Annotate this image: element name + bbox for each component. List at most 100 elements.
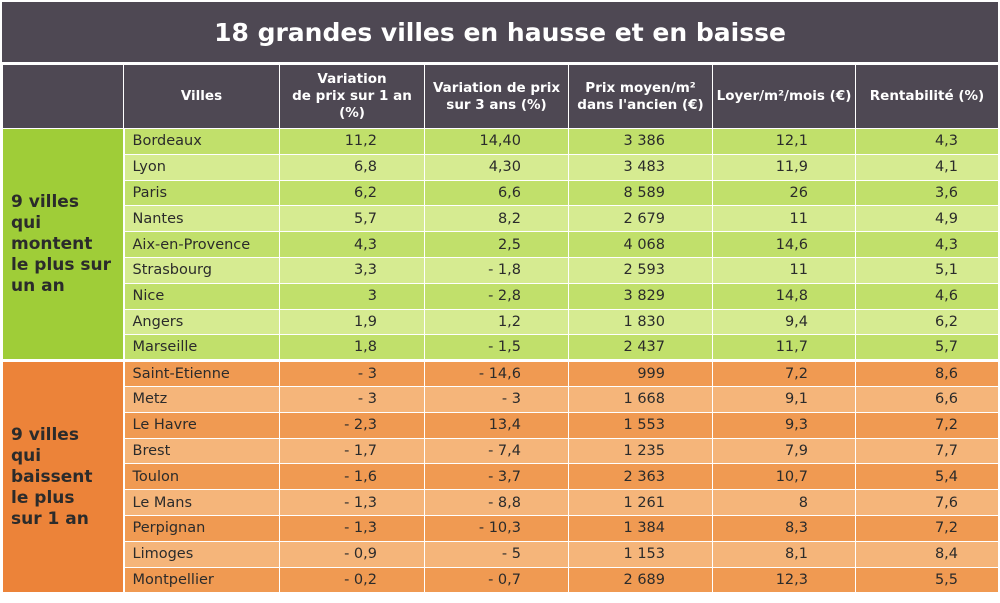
cell-loyer: 11,7 xyxy=(712,334,856,362)
cell-prix-moyen: 2 593 xyxy=(568,256,713,284)
group-label-line: 9 villes xyxy=(11,424,79,445)
cell-variation-1an: - 1,6 xyxy=(279,463,425,491)
cell-variation-1an: - 1,3 xyxy=(279,489,425,516)
group-label-line: un an xyxy=(11,275,65,296)
cell-loyer: 11 xyxy=(712,256,856,284)
cell-rentabilite: 4,9 xyxy=(855,205,999,233)
cell-loyer: 8 xyxy=(712,489,856,516)
cell-rentabilite: 5,5 xyxy=(855,566,999,594)
group-label-line: le plus sur xyxy=(11,254,112,275)
cell-rentabilite: 7,6 xyxy=(855,489,999,516)
cell-prix-moyen: 1 668 xyxy=(568,385,713,413)
cell-variation-1an: - 1,3 xyxy=(279,514,425,542)
cell-prix-moyen: 4 068 xyxy=(568,231,713,258)
cell-prix-moyen: 1 553 xyxy=(568,411,713,439)
table-row: Perpignan - 1,3- 10,3 1 384 8,3 7,2 xyxy=(3,514,999,542)
header-villes: Villes xyxy=(123,64,280,129)
table-row: 9 villes qui montent le plus sur un an Borde… xyxy=(2,127,999,362)
cell-variation-1an: 3,3 xyxy=(279,256,425,284)
cell-variation-1an: - 3 xyxy=(279,359,425,387)
table-row: Marseille 1,8- 1,5 2 437 11,7 5,7 xyxy=(3,334,999,362)
cell-ville: Aix-en-Provence xyxy=(123,231,280,258)
cell-ville: Toulon xyxy=(123,463,280,491)
cell-loyer: 7,9 xyxy=(712,437,856,465)
cell-variation-1an: 1,9 xyxy=(279,308,425,336)
cell-prix-moyen: 3 386 xyxy=(568,128,713,155)
cell-ville: Montpellier xyxy=(123,566,280,594)
cell-prix-moyen: 3 483 xyxy=(568,153,713,181)
cell-variation-3ans: - 1,5 xyxy=(424,334,569,362)
cell-variation-3ans: - 8,8 xyxy=(424,489,569,516)
cell-variation-3ans: - 1,8 xyxy=(424,256,569,284)
table-row: Montpellier - 0,2- 0,7 2 689 12,3 5,5 xyxy=(3,566,999,594)
cell-prix-moyen: 1 830 xyxy=(568,308,713,336)
cell-rentabilite: 8,6 xyxy=(855,359,999,387)
cities-table: Villes Variation de prix sur 1 an (%) Va… xyxy=(2,64,999,594)
header-rentabilite: Rentabilité (%) xyxy=(855,64,999,129)
cell-ville: Lyon xyxy=(123,153,280,181)
group-label-line: qui montent xyxy=(11,212,93,254)
group-label-line: qui baissent xyxy=(11,445,93,487)
cell-prix-moyen: 2 437 xyxy=(568,334,713,362)
cell-ville: Limoges xyxy=(123,540,280,568)
cell-variation-1an: - 0,9 xyxy=(279,540,425,568)
cell-loyer: 14,6 xyxy=(712,231,856,258)
cell-prix-moyen: 1 261 xyxy=(568,489,713,516)
table-row: Nantes 5,7 8,2 2 679 11 4,9 xyxy=(3,205,999,233)
header-variation-1an-line1: Variation xyxy=(317,71,387,87)
cell-ville: Bordeaux xyxy=(123,128,280,155)
cell-rentabilite: 5,7 xyxy=(855,334,999,362)
cell-variation-3ans: - 7,4 xyxy=(424,437,569,465)
cell-variation-3ans: - 0,7 xyxy=(424,566,569,594)
table-row: Nice 3- 2,8 3 829 14,8 4,6 xyxy=(3,282,999,310)
header-loyer: Loyer/m²/mois (€) xyxy=(712,64,856,129)
cell-variation-1an: - 1,7 xyxy=(279,437,425,465)
table-row: Brest - 1,7- 7,4 1 235 7,9 7,7 xyxy=(3,437,999,465)
table-title: 18 grandes villes en hausse et en baisse xyxy=(2,2,998,64)
cell-variation-1an: - 2,3 xyxy=(279,411,425,439)
header-row: Villes Variation de prix sur 1 an (%) Va… xyxy=(2,64,999,129)
header-variation-3ans: Variation de prix sur 3 ans (%) xyxy=(424,64,569,129)
cell-variation-3ans: 13,4 xyxy=(424,411,569,439)
table-row: Aix-en-Provence 4,3 2,5 4 068 14,6 4,3 xyxy=(3,231,999,258)
table-row: Strasbourg 3,3- 1,8 2 593 11 5,1 xyxy=(3,256,999,284)
table-body: 9 villes qui montent le plus sur un an Borde… xyxy=(2,127,999,594)
cell-variation-1an: 11,2 xyxy=(279,128,425,155)
cell-variation-3ans: - 3,7 xyxy=(424,463,569,491)
cell-ville: Paris xyxy=(123,179,280,207)
cell-prix-moyen: 1 384 xyxy=(568,514,713,542)
cell-ville: Le Mans xyxy=(123,489,280,516)
cell-loyer: 7,2 xyxy=(712,359,856,387)
table-row: Le Mans - 1,3- 8,8 1 261 8 7,6 xyxy=(3,489,999,516)
cell-ville: Brest xyxy=(123,437,280,465)
cell-rentabilite: 4,1 xyxy=(855,153,999,181)
cell-rentabilite: 5,1 xyxy=(855,256,999,284)
cell-ville: Saint-Etienne xyxy=(123,359,280,387)
cell-variation-3ans: 8,2 xyxy=(424,205,569,233)
cell-rentabilite: 6,2 xyxy=(855,308,999,336)
cell-rentabilite: 4,3 xyxy=(855,231,999,258)
cell-ville: Marseille xyxy=(123,334,280,362)
cell-prix-moyen: 2 363 xyxy=(568,463,713,491)
cell-rentabilite: 7,7 xyxy=(855,437,999,465)
header-variation-3ans-line1: Variation de prix xyxy=(432,79,561,96)
cell-rentabilite: 5,4 xyxy=(855,463,999,491)
table-row: Paris 6,2 6,6 8 589 26 3,6 xyxy=(3,179,999,207)
cell-prix-moyen: 2 689 xyxy=(568,566,713,594)
cell-ville: Strasbourg xyxy=(123,256,280,284)
header-prix-moyen-line2: dans l'ancien (€) xyxy=(577,96,704,113)
cell-variation-1an: 6,8 xyxy=(279,153,425,181)
cell-variation-3ans: - 3 xyxy=(424,385,569,413)
cell-variation-1an: 6,2 xyxy=(279,179,425,207)
cell-variation-1an: 5,7 xyxy=(279,205,425,233)
header-variation-1an-line2: de prix sur 1 an (%) xyxy=(292,88,412,121)
header-variation-3ans-line2: sur 3 ans (%) xyxy=(446,96,547,113)
group-label-rising: 9 villes qui montent le plus sur un an xyxy=(2,127,125,362)
cell-rentabilite: 3,6 xyxy=(855,179,999,207)
table-row: Le Havre - 2,3 13,4 1 553 9,3 7,2 xyxy=(3,411,999,439)
cell-variation-1an: - 3 xyxy=(279,385,425,413)
cell-ville: Metz xyxy=(123,385,280,413)
header-prix-moyen-line1: Prix moyen/m² xyxy=(585,79,696,96)
cell-variation-1an: 3 xyxy=(279,282,425,310)
